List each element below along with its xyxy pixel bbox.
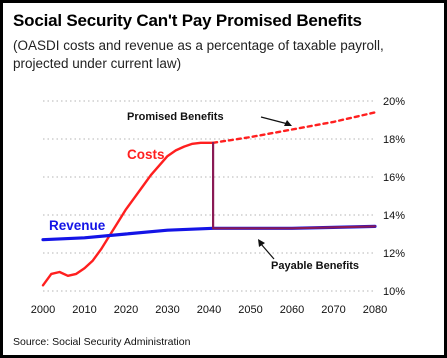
y-tick-label: 10% bbox=[383, 286, 405, 298]
x-tick-label: 2010 bbox=[72, 304, 96, 316]
y-tick-label: 16% bbox=[383, 172, 405, 184]
arrowhead bbox=[258, 239, 265, 247]
leader-line bbox=[260, 116, 289, 125]
annotation-promised-benefits: Promised Benefits bbox=[127, 111, 224, 123]
annotation-revenue: Revenue bbox=[49, 218, 106, 233]
x-tick-label: 2060 bbox=[280, 304, 304, 316]
x-tick-label: 2050 bbox=[238, 304, 262, 316]
y-tick-label: 14% bbox=[383, 210, 405, 222]
series-line-costs bbox=[41, 141, 215, 287]
x-tick-label: 2070 bbox=[321, 304, 345, 316]
x-tick-label: 2080 bbox=[363, 304, 387, 316]
y-tick-label: 20% bbox=[383, 96, 405, 108]
x-tick-label: 2040 bbox=[197, 304, 221, 316]
series-line-promised-benefits bbox=[211, 111, 377, 145]
y-tick-label: 18% bbox=[383, 134, 405, 146]
line-chart: 10% 12% 14% 16% 18% 20% 2000 2010 2020 2030 2040 20… bbox=[31, 96, 405, 316]
series-line-payable-benefits bbox=[212, 141, 377, 230]
annotation-costs: Costs bbox=[127, 147, 165, 162]
chart-subtitle: (OASDI costs and revenue as a percentage… bbox=[13, 38, 384, 71]
y-tick-label: 12% bbox=[383, 248, 405, 260]
chart-title: Social Security Can't Pay Promised Benef… bbox=[13, 11, 362, 30]
x-tick-label: 2000 bbox=[31, 304, 55, 316]
arrowhead bbox=[284, 120, 292, 126]
annotation-payable-benefits: Payable Benefits bbox=[271, 260, 359, 272]
x-tick-label: 2030 bbox=[155, 304, 179, 316]
source-note: Source: Social Security Administration bbox=[13, 336, 191, 348]
leader-line bbox=[260, 243, 275, 260]
x-tick-label: 2020 bbox=[114, 304, 138, 316]
